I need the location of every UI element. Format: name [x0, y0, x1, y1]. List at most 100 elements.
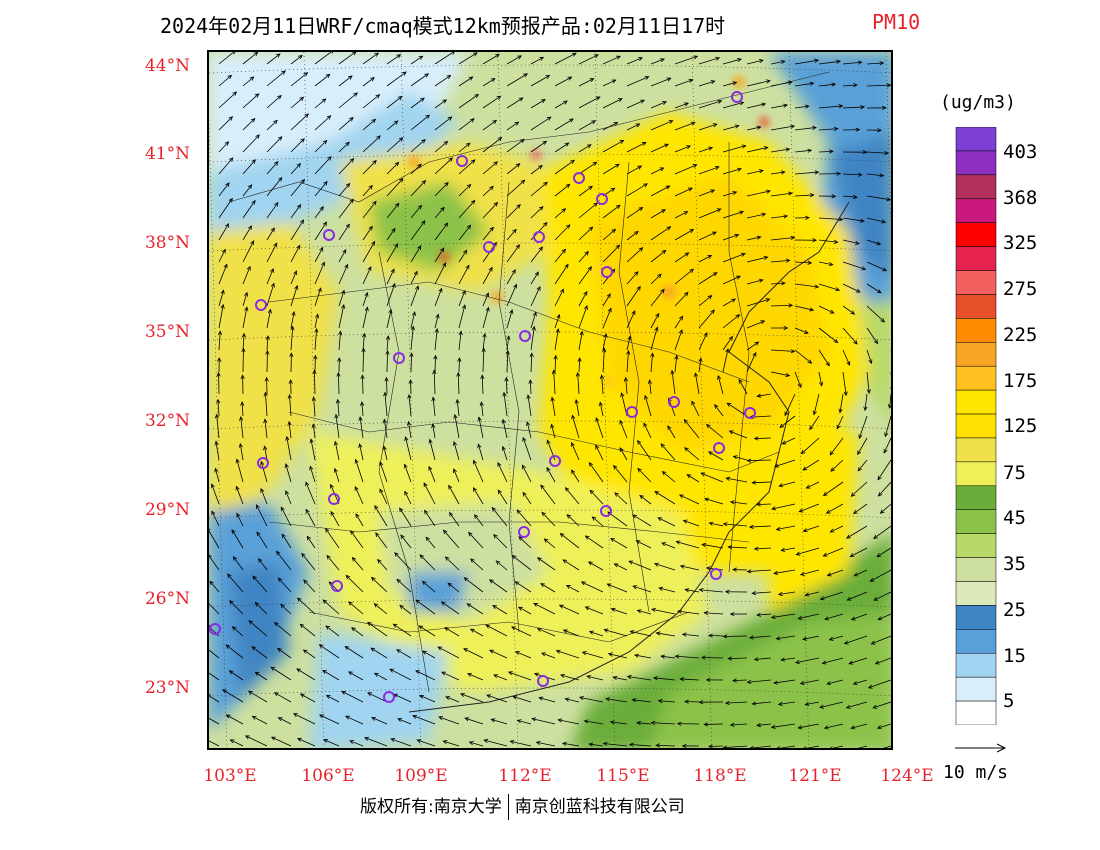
wind-vector — [449, 511, 460, 527]
wind-vector — [632, 585, 652, 593]
wind-vector — [674, 121, 696, 131]
wind-vector — [418, 625, 436, 637]
wind-vector — [431, 396, 436, 417]
wind-vector — [693, 372, 700, 395]
wind-vector — [384, 376, 389, 395]
wind-vector — [804, 701, 820, 707]
wind-vector — [602, 293, 611, 307]
lon-label: 124°E — [880, 766, 934, 786]
longitude-line — [788, 52, 810, 748]
wind-vector — [214, 467, 220, 483]
wind-vector — [610, 607, 628, 615]
wind-vector — [530, 206, 544, 219]
wind-vector — [818, 194, 837, 199]
wind-vector — [809, 415, 820, 431]
wind-vector — [890, 152, 891, 153]
lon-label: 103°E — [203, 766, 257, 786]
wind-vector — [842, 371, 848, 397]
wind-vector — [650, 352, 655, 373]
wind-vector — [728, 430, 748, 439]
wind-vector — [458, 199, 476, 219]
city-marker — [710, 568, 722, 580]
wind-vector — [225, 714, 244, 725]
wind-vector — [554, 263, 569, 285]
wind-vector — [842, 60, 863, 65]
wind-vector — [756, 723, 772, 728]
wind-vector — [842, 127, 861, 132]
wind-vector — [434, 116, 453, 131]
map-title: 2024年02月11日WRF/cmaq模式12km预报产品:02月11日17时 — [160, 14, 726, 38]
wind-vector — [526, 394, 532, 417]
wind-vector — [218, 52, 236, 65]
latitude-line — [209, 242, 891, 252]
wind-vector — [781, 437, 796, 445]
wind-vector — [770, 613, 796, 620]
graticule — [209, 52, 891, 748]
wind-vector — [674, 187, 693, 197]
wind-vector — [821, 657, 844, 665]
wind-vector — [287, 393, 292, 417]
wind-vector — [770, 258, 791, 263]
wind-vector — [794, 148, 813, 153]
wind-vector — [263, 445, 268, 461]
wind-vector — [701, 542, 724, 549]
wind-vector — [533, 602, 556, 615]
wind-vector — [818, 239, 839, 244]
wind-vector — [623, 376, 629, 395]
wind-vector — [362, 266, 372, 285]
wind-vector — [415, 670, 436, 681]
wind-vector — [338, 75, 353, 87]
wind-vector — [554, 328, 560, 351]
wind-vector — [842, 83, 858, 88]
wind-vector — [311, 423, 316, 439]
wind-vector — [209, 694, 220, 703]
wind-vector — [867, 679, 891, 689]
wind-vector — [386, 202, 400, 219]
wind-vector — [818, 82, 837, 87]
city-stations — [209, 91, 756, 703]
latitude-line — [209, 598, 891, 608]
wind-vector — [536, 627, 556, 637]
wind-vector — [437, 646, 460, 659]
wind-vector — [602, 55, 621, 65]
wind-vector — [392, 623, 412, 637]
wind-vector — [655, 743, 676, 748]
wind-vector — [586, 674, 604, 681]
wind-vector — [464, 717, 484, 725]
wind-vector — [244, 735, 268, 747]
wind-vector — [434, 140, 449, 153]
wind-vector — [746, 58, 764, 65]
wind-vector — [290, 270, 298, 285]
wind-vector — [751, 591, 772, 596]
wind-vector — [674, 654, 700, 659]
wind-vector — [338, 157, 355, 175]
wind-vector — [882, 745, 891, 748]
wind-vector — [288, 379, 293, 395]
wind-vector — [717, 374, 724, 395]
wind-vector — [463, 577, 484, 593]
wind-vector — [698, 231, 717, 241]
wind-vector — [879, 503, 891, 514]
wind-vector — [309, 465, 316, 483]
longitude-line — [691, 52, 713, 748]
wind-vector — [650, 249, 667, 263]
wind-vector — [373, 672, 388, 681]
wind-vector — [228, 670, 244, 681]
wind-vector — [746, 169, 764, 175]
wind-vector — [530, 311, 537, 329]
wind-vector — [362, 225, 373, 241]
wind-vector — [247, 690, 268, 703]
wind-vector — [482, 332, 487, 351]
wind-vector — [506, 179, 526, 197]
wind-vector — [325, 527, 340, 549]
wind-vector — [466, 603, 484, 615]
city-marker — [713, 442, 725, 454]
wind-vector — [560, 673, 580, 681]
colorbar-swatch — [955, 581, 997, 606]
latitude-line — [209, 687, 891, 697]
wind-vector — [866, 105, 887, 110]
city-marker — [744, 407, 756, 419]
wind-vector — [276, 550, 292, 571]
wind-vector — [698, 309, 715, 329]
wind-vector — [674, 102, 690, 109]
